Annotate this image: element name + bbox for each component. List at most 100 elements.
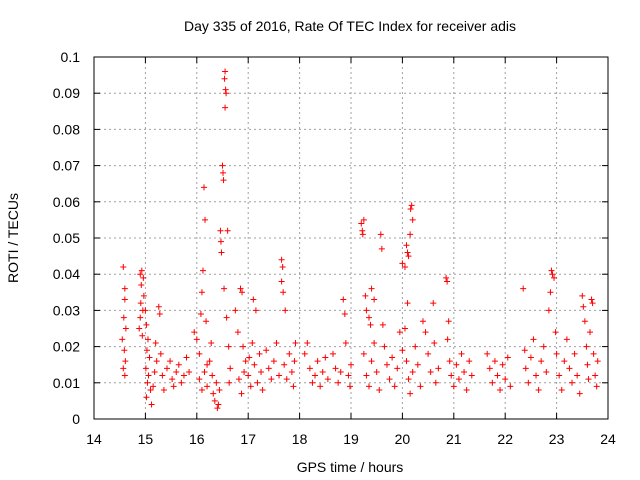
- data-point: [314, 358, 321, 365]
- data-point: [209, 372, 216, 379]
- data-point: [180, 372, 187, 379]
- data-point: [587, 329, 594, 336]
- data-point: [139, 332, 146, 339]
- data-point: [153, 358, 160, 365]
- data-point: [407, 231, 414, 238]
- data-point: [237, 285, 244, 292]
- data-point: [140, 292, 147, 299]
- data-point: [489, 379, 496, 386]
- data-point: [290, 383, 297, 390]
- data-point: [368, 358, 375, 365]
- data-point: [143, 394, 150, 401]
- data-point: [204, 361, 211, 368]
- data-point: [216, 387, 223, 394]
- data-point: [122, 358, 129, 365]
- data-point: [468, 372, 475, 379]
- data-point: [225, 343, 232, 350]
- data-point: [551, 274, 558, 281]
- data-point: [381, 343, 388, 350]
- data-point: [183, 354, 190, 361]
- data-point: [368, 285, 375, 292]
- data-point: [120, 365, 127, 372]
- data-point: [588, 296, 595, 303]
- data-point: [121, 285, 128, 292]
- data-point: [152, 339, 159, 346]
- data-point: [396, 329, 403, 336]
- data-point: [150, 383, 157, 390]
- data-point: [543, 368, 550, 375]
- data-point: [527, 354, 534, 361]
- y-tick-label: 0.08: [53, 121, 80, 137]
- data-point: [200, 184, 207, 191]
- data-point: [155, 303, 162, 310]
- data-point: [391, 383, 398, 390]
- data-point: [121, 347, 128, 354]
- data-point: [341, 311, 348, 318]
- data-point: [499, 361, 506, 368]
- data-point: [444, 336, 451, 343]
- data-point: [258, 368, 265, 375]
- grid-lines: [94, 57, 608, 419]
- data-point: [563, 336, 570, 343]
- data-point: [220, 177, 227, 184]
- data-point: [121, 372, 128, 379]
- data-point: [403, 358, 410, 365]
- data-point: [521, 347, 528, 354]
- data-point: [143, 321, 150, 328]
- data-point: [138, 267, 145, 274]
- data-point: [584, 361, 591, 368]
- data-point: [278, 256, 285, 263]
- data-point: [222, 86, 229, 93]
- data-point: [276, 372, 283, 379]
- data-point: [279, 263, 286, 270]
- data-point: [337, 368, 344, 375]
- data-point: [170, 383, 177, 390]
- data-point: [373, 368, 380, 375]
- data-point: [507, 383, 514, 390]
- data-point: [574, 372, 581, 379]
- data-point: [119, 336, 126, 343]
- data-point: [448, 372, 455, 379]
- data-point: [556, 372, 563, 379]
- data-point: [425, 350, 432, 357]
- data-point: [525, 379, 532, 386]
- x-tick-label: 17: [240, 431, 256, 447]
- data-point: [259, 387, 266, 394]
- data-point: [404, 249, 411, 256]
- data-point: [332, 365, 339, 372]
- data-point: [538, 358, 545, 365]
- data-point: [363, 307, 370, 314]
- data-point: [579, 292, 586, 299]
- x-tick-label: 16: [189, 431, 205, 447]
- data-point: [208, 339, 215, 346]
- data-point: [167, 358, 174, 365]
- data-point: [196, 376, 203, 383]
- data-point: [386, 376, 393, 383]
- data-point: [245, 372, 252, 379]
- data-point: [281, 361, 288, 368]
- data-point: [583, 343, 590, 350]
- y-tick-label: 0.1: [61, 49, 81, 65]
- data-point: [136, 325, 143, 332]
- data-point: [198, 289, 205, 296]
- data-point: [221, 285, 228, 292]
- data-point: [407, 390, 414, 397]
- data-point: [576, 390, 583, 397]
- y-axis-label: ROTI / TECUs: [5, 193, 21, 283]
- data-point: [399, 260, 406, 267]
- data-point: [220, 169, 227, 176]
- data-point: [304, 339, 311, 346]
- data-point: [345, 372, 352, 379]
- data-point: [191, 329, 198, 336]
- data-point: [137, 300, 144, 307]
- data-point: [156, 311, 163, 318]
- data-point: [137, 271, 144, 278]
- data-point: [407, 206, 414, 213]
- data-point: [151, 368, 158, 375]
- data-point: [594, 358, 601, 365]
- data-point: [376, 387, 383, 394]
- data-point: [466, 358, 473, 365]
- data-point: [566, 365, 573, 372]
- x-tick-label: 23: [549, 431, 565, 447]
- y-tick-label: 0.05: [53, 230, 80, 246]
